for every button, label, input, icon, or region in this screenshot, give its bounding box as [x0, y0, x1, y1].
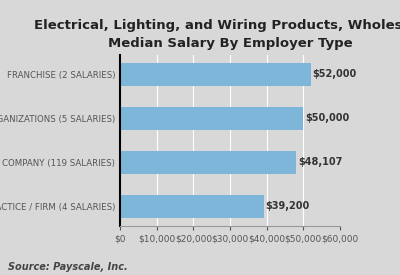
- Bar: [120, 151, 296, 174]
- Text: $48,107: $48,107: [298, 157, 342, 167]
- Bar: [120, 107, 303, 130]
- Text: $52,000: $52,000: [312, 69, 356, 79]
- Text: $39,200: $39,200: [265, 201, 310, 211]
- Text: $50,000: $50,000: [305, 113, 349, 123]
- Title: Electrical, Lighting, and Wiring Products, Wholesale
Median Salary By Employer T: Electrical, Lighting, and Wiring Product…: [34, 19, 400, 50]
- Bar: [120, 63, 311, 86]
- Bar: [120, 195, 264, 218]
- Text: Source: Payscale, Inc.: Source: Payscale, Inc.: [8, 262, 128, 272]
